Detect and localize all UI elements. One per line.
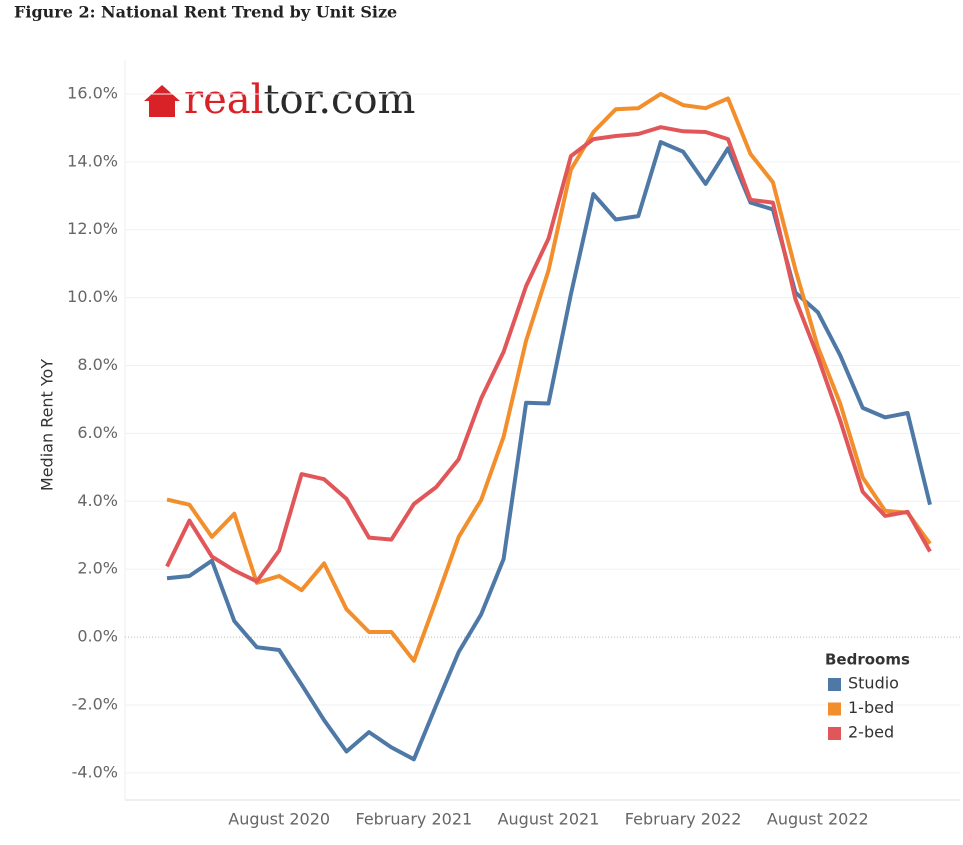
y-tick-label: 16.0% — [67, 83, 118, 102]
y-tick-label: 0.0% — [77, 627, 118, 646]
y-tick-label: 2.0% — [77, 559, 118, 578]
y-tick-label: 6.0% — [77, 423, 118, 442]
logo: realtor.com — [144, 77, 415, 123]
y-tick-label: 4.0% — [77, 491, 118, 510]
legend-swatch — [828, 727, 841, 740]
legend-label: Studio — [848, 674, 899, 693]
x-tick-label: August 2020 — [228, 810, 330, 829]
series-line — [166, 91, 932, 663]
y-tick-label: -2.0% — [72, 694, 118, 713]
x-tick-label: August 2021 — [498, 810, 600, 829]
x-tick-label: February 2021 — [356, 810, 473, 829]
y-axis-label: Median Rent YoY — [38, 359, 57, 491]
y-tick-label: 12.0% — [67, 219, 118, 238]
legend-label: 2-bed — [848, 723, 894, 742]
x-tick-label: February 2022 — [625, 810, 742, 829]
x-tick-label: August 2022 — [767, 810, 869, 829]
series-line — [165, 125, 932, 584]
y-tick-label: 10.0% — [67, 287, 118, 306]
legend-title: Bedrooms — [825, 651, 910, 669]
legend-swatch — [828, 702, 841, 716]
logo-accent: real — [184, 77, 263, 123]
logo-rest: tor.com — [263, 77, 415, 123]
legend-label: 1-bed — [848, 698, 894, 717]
y-tick-label: 8.0% — [77, 355, 118, 374]
logo-icon — [144, 85, 180, 117]
y-tick-label: 14.0% — [67, 151, 118, 170]
y-tick-label: -4.0% — [72, 762, 118, 781]
legend-swatch — [828, 678, 841, 691]
chart-title: Figure 2: National Rent Trend by Unit Si… — [14, 3, 397, 22]
logo-text: realtor.com — [184, 77, 415, 123]
